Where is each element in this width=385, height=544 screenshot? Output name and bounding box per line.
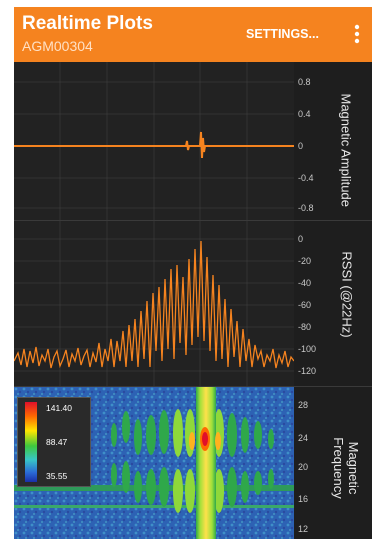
magnetic-frequency-axis: 28 24 20 16 12 Magnetic Frequency	[294, 387, 372, 539]
y-tick: 20	[298, 462, 309, 472]
y-tick: -40	[298, 278, 312, 288]
y-tick: -100	[298, 344, 317, 354]
colorbar-mid: 88.47	[46, 437, 68, 447]
magnetic-frequency-ylabel: Magnetic Frequency	[331, 437, 361, 499]
y-tick: 28	[298, 400, 309, 410]
y-tick: -20	[298, 256, 312, 266]
colorbar-min: 35.55	[46, 471, 68, 481]
y-tick: -80	[298, 322, 312, 332]
magnetic-amplitude-axis: 0.8 0.4 0 -0.4 -0.8 Magnetic Amplitude	[294, 62, 372, 220]
rssi-ylabel: RSSI (@22Hz)	[339, 251, 355, 338]
y-tick: 0.8	[298, 77, 311, 87]
y-tick: -0.4	[298, 173, 314, 183]
panel-divider	[14, 220, 372, 221]
more-vert-icon[interactable]	[348, 21, 366, 47]
colorbar-max: 141.40	[46, 403, 72, 413]
colorbar-legend: 141.40 88.47 35.55	[17, 397, 91, 487]
y-tick: 12	[298, 524, 309, 534]
magnetic-amplitude-ylabel: Magnetic Amplitude	[338, 93, 354, 207]
y-tick: -60	[298, 300, 312, 310]
rssi-axis: 0 -20 -40 -60 -80 -100 -120 RSSI (@22Hz)	[294, 221, 372, 386]
device-id: AGM00304	[22, 38, 93, 54]
magnetic-frequency-spectrogram[interactable]: 141.40 88.47 35.55	[14, 387, 294, 539]
magnetic-frequency-panel: 141.40 88.47 35.55 28 24 20 16 12 Magnet…	[14, 387, 372, 539]
y-tick: 0.4	[298, 109, 311, 119]
magnetic-amplitude-panel: 0.8 0.4 0 -0.4 -0.8 Magnetic Amplitude	[14, 62, 372, 220]
settings-button[interactable]: SETTINGS...	[246, 27, 319, 41]
rssi-panel: 0 -20 -40 -60 -80 -100 -120 RSSI (@22Hz)	[14, 221, 372, 386]
panel-divider	[14, 386, 372, 387]
colorbar-gradient	[25, 402, 37, 482]
app-title: Realtime Plots	[22, 13, 153, 34]
app-screen: Realtime Plots AGM00304 SETTINGS...	[14, 7, 372, 539]
magnetic-amplitude-plot[interactable]	[14, 62, 294, 220]
y-tick: 24	[298, 433, 309, 443]
y-tick: 0	[298, 141, 304, 151]
amplitude-trace	[14, 131, 294, 159]
y-tick: -120	[298, 366, 317, 376]
rssi-plot[interactable]	[14, 221, 295, 386]
y-tick: -0.8	[298, 203, 314, 213]
app-bar: Realtime Plots AGM00304 SETTINGS...	[14, 7, 372, 62]
y-tick: 0	[298, 234, 304, 244]
rssi-trace	[14, 240, 295, 369]
y-tick: 16	[298, 494, 309, 504]
